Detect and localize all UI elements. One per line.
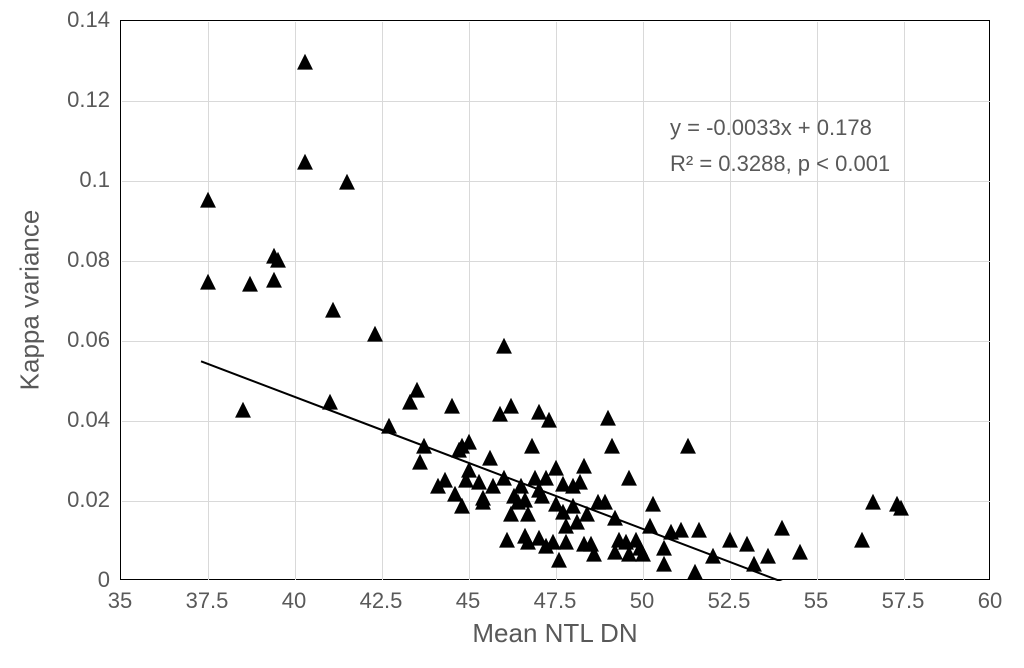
data-point [893,500,909,516]
data-point [572,474,588,490]
data-point [760,548,776,564]
ytick-label: 0.14 [50,7,110,33]
data-point [645,496,661,512]
xtick-label: 50 [630,588,654,614]
data-point [367,326,383,342]
xtick-label: 45 [456,588,480,614]
data-point [270,252,286,268]
data-point [496,470,512,486]
data-point [266,272,282,288]
gridline-vertical [730,22,731,580]
data-point [739,536,755,552]
scatter-chart: 0 0.02 0.04 0.06 0.08 0.1 0.12 0.14 35 37.5 40 42.5… [0,0,1024,668]
xtick-label: 35 [108,588,132,614]
regression-r2: R² = 0.3288, p < 0.001 [670,151,890,177]
data-point [722,532,738,548]
data-point [604,438,620,454]
data-point [520,506,536,522]
x-axis-title: Mean NTL DN [472,618,637,649]
data-point [597,494,613,510]
data-point [607,510,623,526]
data-point [642,518,658,534]
ytick-label: 0.04 [50,407,110,433]
data-point [673,522,689,538]
data-point [409,382,425,398]
data-point [454,498,470,514]
regression-equation: y = -0.0033x + 0.178 [670,115,890,141]
gridline-vertical [817,22,818,580]
data-point [656,556,672,572]
data-point [548,460,564,476]
data-point [496,338,512,354]
plot-area [120,20,990,580]
data-point [297,54,313,70]
data-point [322,394,338,410]
xtick-label: 47.5 [534,588,577,614]
data-point [200,274,216,290]
data-point [541,412,557,428]
data-point [325,302,341,318]
data-point [235,402,251,418]
data-point [586,546,602,562]
data-point [865,494,881,510]
regression-annotation: y = -0.0033x + 0.178 R² = 0.3288, p < 0.0… [670,115,890,177]
gridline-vertical [643,22,644,580]
xtick-label: 57.5 [882,588,925,614]
data-point [524,438,540,454]
data-point [576,458,592,474]
ytick-label: 0 [50,567,110,593]
gridline-vertical [208,22,209,580]
data-point [635,546,651,562]
data-point [854,532,870,548]
data-point [680,438,696,454]
data-point [482,450,498,466]
xtick-label: 52.5 [708,588,751,614]
data-point [656,540,672,556]
data-point [774,520,790,536]
gridline-vertical [295,22,296,580]
gridline-vertical [382,22,383,580]
xtick-label: 42.5 [360,588,403,614]
data-point [444,398,460,414]
ytick-label: 0.08 [50,247,110,273]
data-point [503,398,519,414]
ytick-label: 0.02 [50,487,110,513]
data-point [200,192,216,208]
xtick-label: 60 [978,588,1002,614]
xtick-label: 40 [282,588,306,614]
ytick-label: 0.06 [50,327,110,353]
data-point [551,552,567,568]
data-point [297,154,313,170]
data-point [339,174,355,190]
data-point [381,418,397,434]
data-point [412,454,428,470]
y-axis-title: Kappa variance [15,210,46,391]
data-point [461,434,477,450]
ytick-label: 0.12 [50,87,110,113]
data-point [558,534,574,550]
xtick-label: 55 [804,588,828,614]
data-point [687,564,703,580]
data-point [499,532,515,548]
data-point [691,522,707,538]
data-point [416,438,432,454]
data-point [242,276,258,292]
data-point [792,544,808,560]
gridline-vertical [469,22,470,580]
ytick-label: 0.1 [50,167,110,193]
data-point [705,548,721,564]
xtick-label: 37.5 [186,588,229,614]
data-point [600,410,616,426]
data-point [621,470,637,486]
